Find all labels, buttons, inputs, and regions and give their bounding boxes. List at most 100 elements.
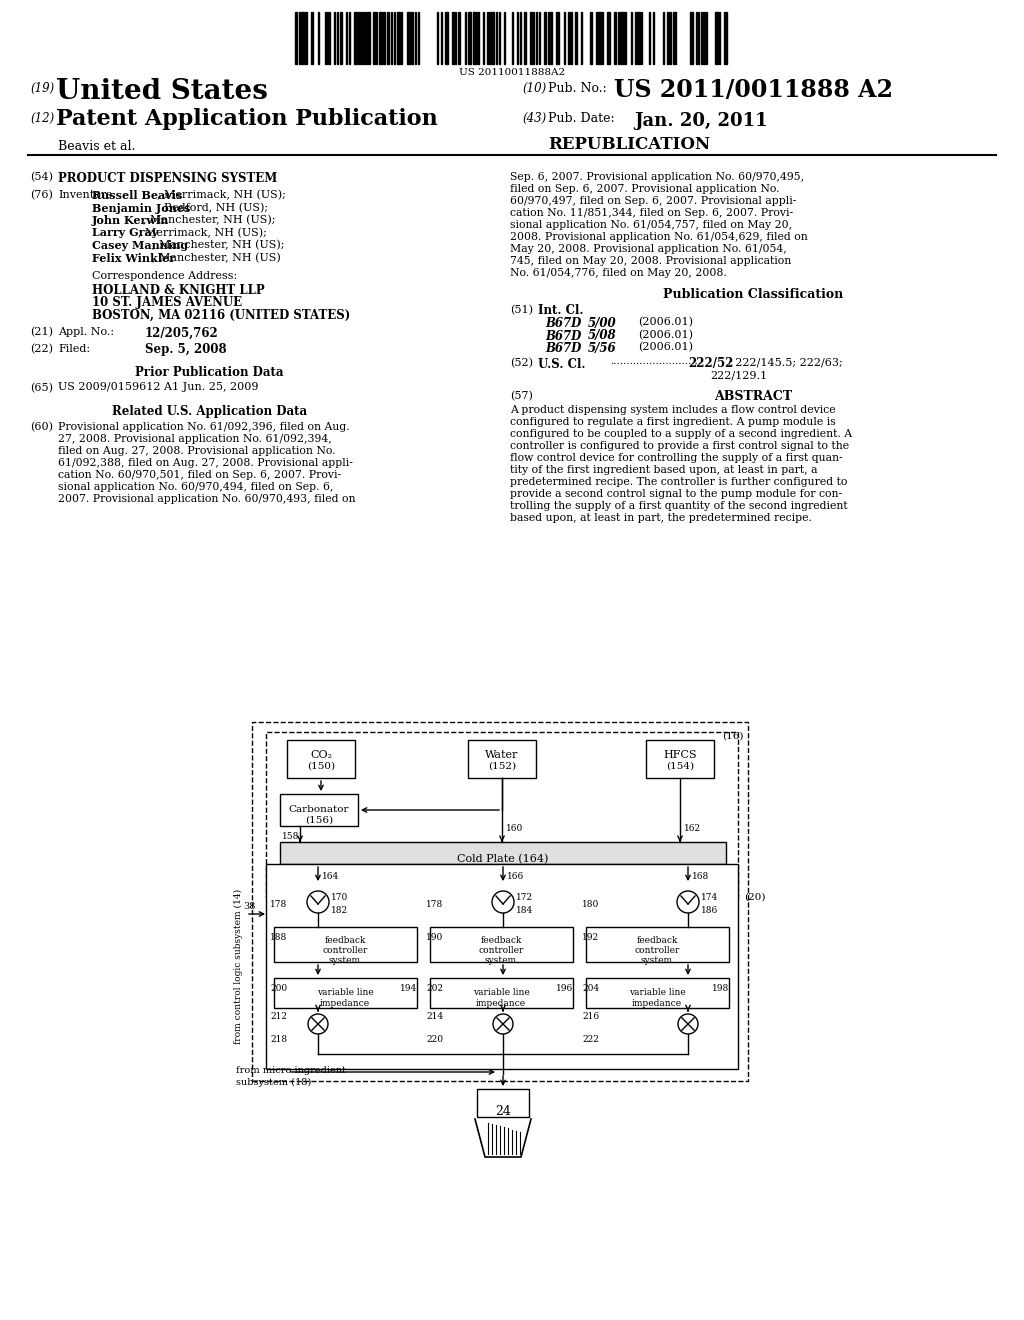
Text: (43): (43): [522, 112, 546, 125]
Text: Pub. Date:: Pub. Date:: [548, 112, 614, 125]
Text: , Manchester, NH (US);: , Manchester, NH (US);: [142, 215, 275, 226]
Text: (20): (20): [744, 894, 766, 902]
Text: Pub. No.:: Pub. No.:: [548, 82, 607, 95]
Text: (12): (12): [30, 112, 54, 125]
Text: 172: 172: [516, 894, 534, 902]
Bar: [607, 12, 610, 63]
Text: system: system: [485, 956, 517, 965]
Text: Larry Gray: Larry Gray: [92, 227, 159, 239]
Text: variable line: variable line: [316, 987, 374, 997]
Text: ABSTRACT: ABSTRACT: [714, 391, 792, 404]
Text: 162: 162: [684, 824, 701, 833]
Text: cation No. 60/970,501, filed on Sep. 6, 2007. Provi-: cation No. 60/970,501, filed on Sep. 6, …: [58, 470, 341, 479]
Bar: [266, 733, 738, 898]
Text: Russell Beavis: Russell Beavis: [92, 190, 182, 201]
Text: 27, 2008. Provisional application No. 61/092,394,: 27, 2008. Provisional application No. 61…: [58, 433, 332, 444]
Bar: [575, 12, 577, 63]
Text: filed on Sep. 6, 2007. Provisional application No.: filed on Sep. 6, 2007. Provisional appli…: [510, 183, 779, 194]
Text: B67D: B67D: [545, 330, 582, 342]
Text: Correspondence Address:: Correspondence Address:: [92, 271, 238, 281]
Text: HOLLAND & KNIGHT LLP: HOLLAND & KNIGHT LLP: [92, 284, 264, 297]
Text: (156): (156): [305, 816, 333, 825]
Text: ; 222/145.5; 222/63;: ; 222/145.5; 222/63;: [728, 358, 843, 367]
Text: A product dispensing system includes a flow control device: A product dispensing system includes a f…: [510, 405, 836, 414]
Text: 168: 168: [692, 873, 710, 880]
Text: , Merrimack, NH (US);: , Merrimack, NH (US);: [157, 190, 286, 201]
Text: 160: 160: [506, 824, 523, 833]
Circle shape: [678, 1014, 698, 1034]
Text: Publication Classification: Publication Classification: [663, 288, 843, 301]
Circle shape: [307, 891, 329, 913]
Bar: [266, 865, 738, 1069]
Bar: [703, 12, 705, 63]
Bar: [430, 978, 573, 1008]
Text: 194: 194: [399, 983, 417, 993]
Text: tity of the first ingredient based upon, at least in part, a: tity of the first ingredient based upon,…: [510, 465, 817, 475]
Bar: [354, 12, 357, 63]
Bar: [362, 12, 364, 63]
Bar: [690, 12, 693, 63]
Text: Related U.S. Application Data: Related U.S. Application Data: [112, 405, 307, 418]
Bar: [667, 12, 669, 63]
Circle shape: [492, 891, 514, 913]
Text: 10 ST. JAMES AVENUE: 10 ST. JAMES AVENUE: [92, 296, 242, 309]
Text: (150): (150): [307, 762, 335, 771]
Text: from micro ingredient: from micro ingredient: [236, 1067, 346, 1074]
Bar: [624, 12, 626, 63]
Text: 164: 164: [322, 873, 339, 880]
Text: 202: 202: [426, 983, 443, 993]
Text: (16): (16): [723, 733, 744, 741]
Bar: [407, 12, 410, 63]
Bar: [530, 12, 532, 63]
Text: 222: 222: [582, 1035, 599, 1044]
Text: United States: United States: [56, 78, 268, 106]
Text: 222/129.1: 222/129.1: [710, 370, 767, 380]
Text: filed on Aug. 27, 2008. Provisional application No.: filed on Aug. 27, 2008. Provisional appl…: [58, 446, 336, 455]
Text: configured to be coupled to a supply of a second ingredient. A: configured to be coupled to a supply of …: [510, 429, 852, 440]
Bar: [490, 12, 494, 63]
Bar: [590, 12, 592, 63]
Text: Casey Manning: Casey Manning: [92, 240, 188, 251]
Bar: [724, 12, 727, 63]
Text: controller: controller: [478, 946, 523, 954]
Text: (60): (60): [30, 421, 53, 432]
Text: (19): (19): [30, 82, 54, 95]
Bar: [340, 12, 342, 63]
Text: 24: 24: [495, 1105, 511, 1118]
Text: 188: 188: [270, 933, 288, 942]
Bar: [373, 12, 375, 63]
Text: 198: 198: [712, 983, 729, 993]
Bar: [477, 1089, 529, 1117]
Text: (51): (51): [510, 305, 534, 314]
Bar: [358, 12, 361, 63]
Text: 190: 190: [426, 933, 443, 942]
Text: , Manchester, NH (US);: , Manchester, NH (US);: [152, 240, 285, 251]
Bar: [637, 12, 640, 63]
Bar: [598, 12, 601, 63]
Text: variable line: variable line: [473, 987, 529, 997]
Bar: [287, 741, 355, 777]
Text: feedback: feedback: [325, 936, 366, 945]
Bar: [673, 12, 676, 63]
Text: subsystem (18): subsystem (18): [236, 1078, 311, 1088]
Text: 745, filed on May 20, 2008. Provisional application: 745, filed on May 20, 2008. Provisional …: [510, 256, 792, 267]
Text: (57): (57): [510, 391, 532, 401]
Text: Prior Publication Data: Prior Publication Data: [135, 366, 284, 379]
Text: 192: 192: [582, 933, 599, 942]
Text: (22): (22): [30, 343, 53, 354]
Bar: [524, 12, 526, 63]
Text: John Kerwin: John Kerwin: [92, 215, 169, 226]
Text: Inventors:: Inventors:: [58, 190, 116, 201]
Text: feedback: feedback: [480, 936, 521, 945]
Text: 180: 180: [582, 900, 599, 909]
Text: May 20, 2008. Provisional application No. 61/054,: May 20, 2008. Provisional application No…: [510, 244, 786, 253]
Bar: [387, 12, 389, 63]
Text: (21): (21): [30, 327, 53, 338]
Text: HFCS: HFCS: [664, 750, 696, 760]
Text: BOSTON, MA 02116 (UNITED STATES): BOSTON, MA 02116 (UNITED STATES): [92, 309, 350, 322]
Text: ............................: ............................: [610, 358, 701, 367]
Text: system: system: [641, 956, 673, 965]
Bar: [305, 12, 307, 63]
Text: 38: 38: [244, 902, 256, 911]
Text: configured to regulate a first ingredient. A pump module is: configured to regulate a first ingredien…: [510, 417, 836, 426]
